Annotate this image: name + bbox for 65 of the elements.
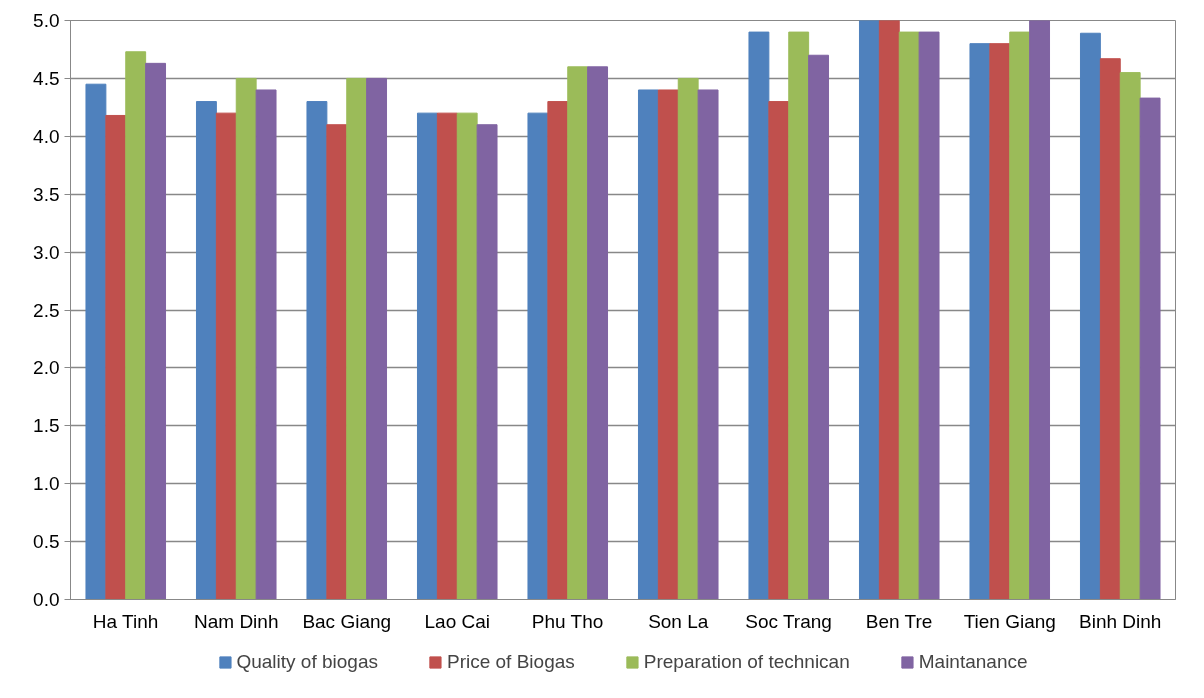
bar [788, 31, 810, 600]
legend-label: Quality of biogas [236, 651, 378, 673]
bar [768, 101, 790, 600]
bar [436, 112, 458, 600]
bar [878, 20, 900, 600]
y-tick-label: 3.0 [33, 241, 60, 263]
x-tick-label: Binh Dinh [1079, 610, 1162, 632]
x-tick-label: Tien Giang [963, 610, 1056, 632]
x-tick-label: Soc Trang [745, 610, 832, 632]
bar [1029, 20, 1051, 600]
y-tick-label: 2.5 [33, 299, 60, 321]
x-tick-label: Lao Cai [424, 610, 491, 632]
x-tick-label: Nam Dinh [194, 610, 279, 632]
x-tick-label: Ha Tinh [92, 610, 159, 632]
bar [85, 83, 107, 600]
bar [195, 101, 217, 600]
x-tick-label: Son La [648, 610, 709, 632]
y-tick-label: 0.0 [33, 589, 60, 610]
x-tick-label: Ben Tre [865, 610, 933, 632]
y-tick-label: 0.5 [33, 531, 60, 553]
bar [456, 112, 478, 600]
x-tick-label: Bac Giang [302, 610, 392, 632]
bar [1099, 58, 1121, 600]
bar [476, 124, 498, 600]
bar [416, 112, 438, 600]
bar [858, 20, 880, 600]
bar [918, 31, 940, 600]
bar [1139, 97, 1161, 600]
bar [677, 77, 699, 600]
y-tick-label: 4.0 [33, 125, 60, 147]
y-tick-label: 3.5 [33, 183, 60, 205]
bar [215, 112, 237, 600]
bar [657, 89, 679, 600]
bar [105, 114, 127, 600]
y-tick-label: 1.5 [33, 415, 60, 437]
legend-label: Maintanance [918, 651, 1028, 673]
bar [255, 89, 277, 600]
bar [1079, 32, 1101, 600]
bar [527, 112, 549, 600]
bar [808, 54, 830, 600]
bar [1119, 72, 1141, 600]
bar [748, 31, 770, 600]
bar [125, 51, 147, 600]
bar [898, 31, 920, 600]
y-tick-label: 4.5 [33, 67, 60, 89]
legend-label: Preparation of technican [643, 651, 850, 673]
bar [637, 89, 659, 600]
bar [235, 77, 257, 600]
bar [326, 124, 348, 600]
bar [587, 66, 609, 600]
bar [567, 66, 589, 600]
bar [969, 43, 991, 600]
y-tick-label: 1.0 [33, 473, 60, 495]
bar [346, 77, 368, 600]
bar [1009, 31, 1031, 600]
bar [547, 101, 569, 600]
legend-label: Price of Biogas [446, 651, 575, 673]
bar [145, 62, 167, 600]
bar [697, 89, 719, 600]
y-tick-label: 2.0 [33, 357, 60, 379]
bar [989, 43, 1011, 600]
x-tick-label: Phu Tho [531, 610, 604, 632]
bar [306, 101, 328, 600]
bar [366, 77, 388, 600]
y-tick-label: 5.0 [33, 10, 60, 31]
